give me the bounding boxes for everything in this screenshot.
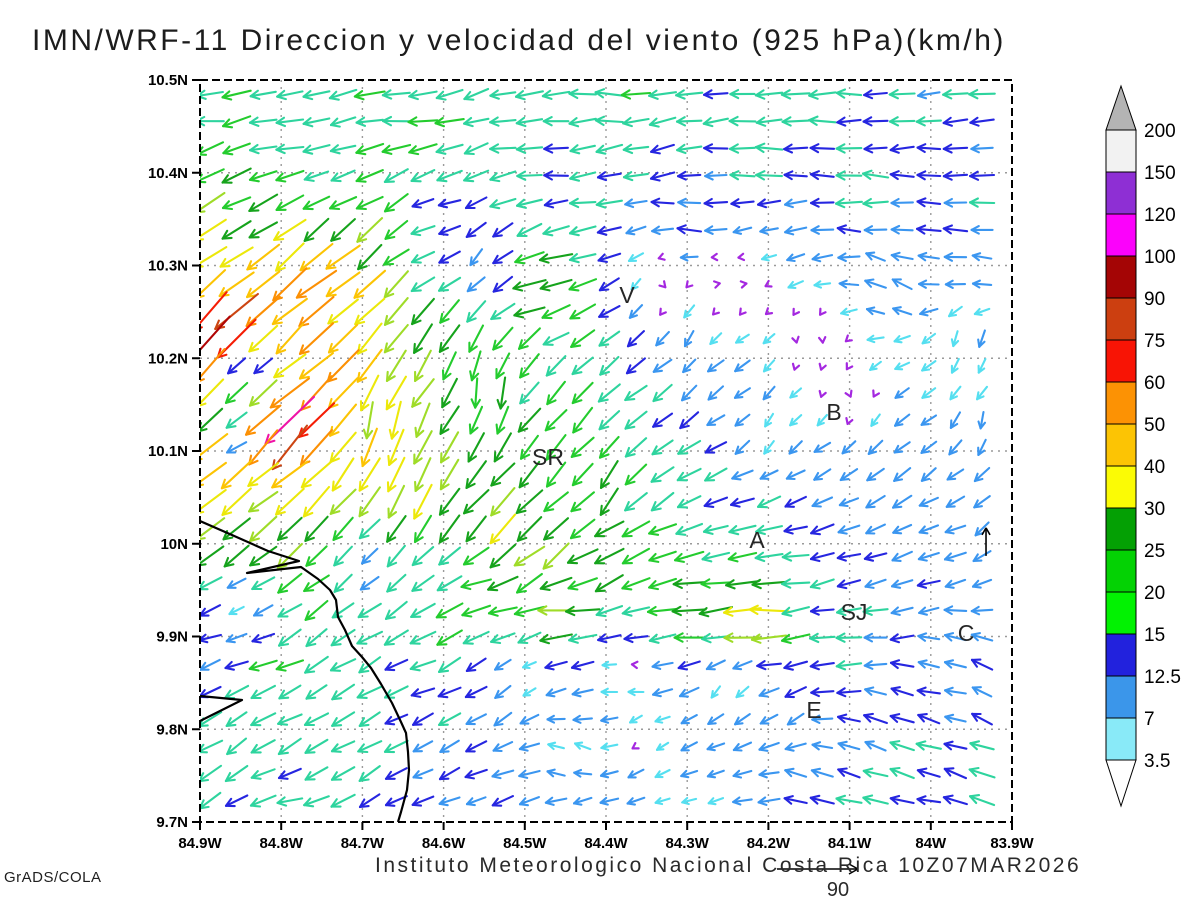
svg-text:C: C <box>958 620 975 646</box>
svg-text:7: 7 <box>1144 709 1155 730</box>
axis-ticks <box>192 79 1013 830</box>
svg-text:A: A <box>749 527 765 553</box>
reference-arrow <box>777 863 859 875</box>
colorbar-under-triangle <box>1105 759 1137 808</box>
station-marker-arrow-icon <box>981 527 991 556</box>
svg-text:10.2N: 10.2N <box>148 350 188 367</box>
svg-text:60: 60 <box>1144 373 1165 394</box>
svg-text:75: 75 <box>1144 331 1165 352</box>
svg-text:84.8W: 84.8W <box>260 835 304 852</box>
coastline <box>200 519 411 822</box>
svg-text:9.8N: 9.8N <box>156 721 188 738</box>
svg-text:B: B <box>826 399 841 425</box>
svg-text:3.5: 3.5 <box>1144 751 1170 772</box>
svg-text:120: 120 <box>1144 205 1176 226</box>
svg-text:200: 200 <box>1144 121 1176 142</box>
colorbar <box>1105 84 1137 808</box>
svg-text:10.1N: 10.1N <box>148 443 188 460</box>
colorbar-labels: 200 150 120 100 90 75 60 50 40 30 25 20 15 12.5 7 3.5 <box>1144 121 1181 772</box>
svg-text:90: 90 <box>1144 289 1165 310</box>
svg-text:10.5N: 10.5N <box>148 72 188 89</box>
grads-cola-stamp: GrADS/COLA <box>4 869 102 886</box>
svg-text:84.4W: 84.4W <box>584 835 628 852</box>
svg-text:84.9W: 84.9W <box>178 835 222 852</box>
svg-text:V: V <box>619 282 635 308</box>
svg-text:40: 40 <box>1144 457 1165 478</box>
svg-text:84.2W: 84.2W <box>747 835 791 852</box>
svg-text:50: 50 <box>1144 415 1165 436</box>
svg-text:20: 20 <box>1144 583 1165 604</box>
svg-text:15: 15 <box>1144 625 1165 646</box>
svg-text:83.9W: 83.9W <box>990 835 1034 852</box>
svg-text:30: 30 <box>1144 499 1165 520</box>
svg-text:10N: 10N <box>160 536 188 553</box>
svg-text:SR: SR <box>532 444 564 470</box>
reference-arrow-value: 90 <box>827 879 849 900</box>
svg-text:10.3N: 10.3N <box>148 258 188 275</box>
wind-arrows <box>200 87 996 810</box>
svg-text:25: 25 <box>1144 541 1165 562</box>
svg-text:84.3W: 84.3W <box>666 835 710 852</box>
svg-text:9.9N: 9.9N <box>156 629 188 646</box>
svg-text:84.1W: 84.1W <box>828 835 872 852</box>
svg-text:84.5W: 84.5W <box>503 835 547 852</box>
svg-text:84.6W: 84.6W <box>422 835 466 852</box>
svg-text:12.5: 12.5 <box>1144 667 1181 688</box>
chart-title: IMN/WRF-11 Direccion y velocidad del vie… <box>32 24 1006 57</box>
svg-text:SJ: SJ <box>841 599 868 625</box>
axis-labels: 84.9W 84.8W 84.7W 84.6W 84.5W 84.4W 84.3W 84.2W… <box>148 72 1035 852</box>
colorbar-over-triangle <box>1105 84 1137 131</box>
footer-institute-datetime: Instituto Meteorologico Nacional Costa R… <box>375 854 1082 877</box>
svg-text:84W: 84W <box>915 835 947 852</box>
svg-text:100: 100 <box>1144 247 1176 268</box>
svg-text:10.4N: 10.4N <box>148 165 188 182</box>
svg-text:E: E <box>806 697 821 723</box>
svg-text:9.7N: 9.7N <box>156 814 188 831</box>
svg-text:84.7W: 84.7W <box>341 835 385 852</box>
station-labels: V SR B A SJ C E <box>532 282 974 723</box>
svg-text:150: 150 <box>1144 163 1176 184</box>
